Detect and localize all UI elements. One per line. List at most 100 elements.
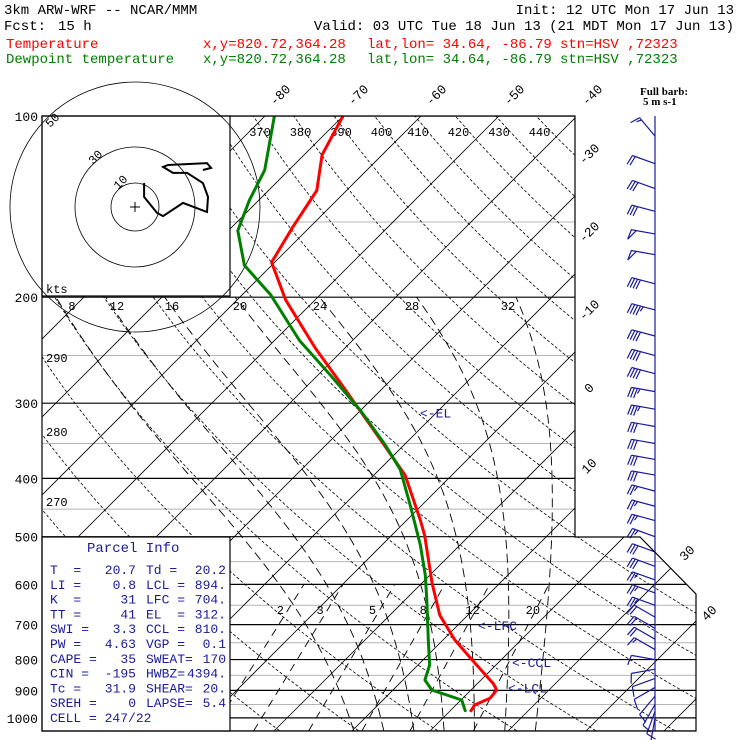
legend-dewpoint: Dewpoint temperature xyxy=(6,52,175,68)
wind-barb-mark xyxy=(627,604,656,618)
legend-temperature: Temperature xyxy=(6,37,99,53)
pressure-tick-label: 700 xyxy=(15,619,38,634)
theta-label: 380 xyxy=(290,126,312,140)
wind-barb xyxy=(627,604,656,618)
wind-barb xyxy=(627,229,656,240)
mixing-ratio-label: 8 xyxy=(420,604,427,618)
pressure-tick-label: 400 xyxy=(15,472,38,487)
wind-barb-mark xyxy=(627,386,656,399)
isotherm-label: 0 xyxy=(581,380,597,396)
wind-barb-mark xyxy=(626,513,656,525)
isotherm-label: 30 xyxy=(677,543,699,565)
parcel-param-value: 31 xyxy=(120,593,136,608)
isotherm--60 xyxy=(42,116,422,731)
legend-dewpoint-latlon: lat,lon= 34.64, -86.79 xyxy=(367,52,552,68)
parcel-param-value: 20.7 xyxy=(105,563,136,578)
parcel-param-value: 810. xyxy=(195,622,226,637)
moist-adiabat-label: 12 xyxy=(110,300,124,314)
forecast-label: Fcst: xyxy=(4,19,47,35)
isotherm--110 xyxy=(0,116,31,731)
wind-barb xyxy=(626,557,656,570)
parcel-param-value: 0.1 xyxy=(203,637,227,652)
valid-time: Valid: 03 UTC Tue 18 Jun 13 (21 MDT Mon … xyxy=(313,19,734,35)
wind-barb xyxy=(627,386,656,399)
wind-barb-mark xyxy=(626,543,656,555)
init-time: Init: 12 UTC Mon 17 Jun 13 xyxy=(515,3,734,19)
moist-adiabat-label: 16 xyxy=(165,300,179,314)
wind-barb xyxy=(650,717,656,740)
parcel-param-label: SREH = xyxy=(50,696,97,711)
theta-label: 400 xyxy=(371,126,393,140)
theta-label: 430 xyxy=(488,126,510,140)
wind-barb-mark xyxy=(626,499,656,511)
barb-legend-line2: 5 m s-1 xyxy=(643,96,677,108)
wind-barb-mark xyxy=(627,654,656,666)
wind-barb xyxy=(627,454,656,467)
mixing-ratio-label: 20 xyxy=(526,604,540,618)
parcel-param-value: 704. xyxy=(195,593,226,608)
wind-barb xyxy=(627,615,656,629)
wind-barb-mark xyxy=(630,668,656,684)
parcel-param-value: 20. xyxy=(203,681,226,696)
wind-barb xyxy=(630,117,656,137)
dry-adiabat-430 xyxy=(495,116,696,731)
wind-barb xyxy=(626,204,656,217)
mixing-ratio-label: 5 xyxy=(369,604,376,618)
isotherm-30 xyxy=(508,116,696,731)
wind-barb-mark xyxy=(627,249,656,261)
hodograph-ring xyxy=(9,81,261,333)
isotherm--10 xyxy=(196,116,696,731)
parcel-param-value: 170 xyxy=(203,652,226,667)
parcel-cell: CELL = 247/22 xyxy=(50,711,151,726)
isotherm-label: -40 xyxy=(579,82,606,109)
isotherm-label: -60 xyxy=(423,82,450,109)
pressure-tick-label: 200 xyxy=(15,291,38,306)
legend-dewpoint-station: stn=HSV ,72323 xyxy=(560,52,678,68)
wind-barb-mark xyxy=(627,229,656,240)
moist-adiabat-32 xyxy=(515,297,553,731)
moist-adiabat-24 xyxy=(319,296,475,731)
mixing-ratio-line-5 xyxy=(308,584,396,731)
wind-barb-mark xyxy=(626,154,656,166)
parcel-param-value: 20.2 xyxy=(195,563,226,578)
wind-barb xyxy=(626,277,656,290)
wind-barb-mark xyxy=(627,438,656,451)
wind-barb xyxy=(630,668,656,684)
axis-labels: 2 3 5 8 12 201002003004005006007008009001000-… xyxy=(7,82,721,727)
moist-adiabat-label: 24 xyxy=(313,300,327,314)
wind-barb xyxy=(627,637,656,651)
dry-adiabat-340 xyxy=(131,116,696,731)
parcel-param-value: 41 xyxy=(120,607,136,622)
wind-barb-mark xyxy=(626,484,656,496)
parcel-param-label: VGP = xyxy=(146,637,185,652)
wind-barb-mark xyxy=(627,421,656,434)
barb-legend-line1: Full barb: xyxy=(640,86,688,98)
moist-adiabat-label: 32 xyxy=(501,300,515,314)
isotherm-10 xyxy=(352,116,696,731)
mixing-ratio-label: 3 xyxy=(316,604,323,618)
isotherm-label: 10 xyxy=(579,456,601,478)
hodograph-box xyxy=(41,115,231,297)
theta-label: 420 xyxy=(448,126,470,140)
legend-temperature-latlon: lat,lon= 34.64, -86.79 xyxy=(367,37,552,53)
wind-barb-mark xyxy=(626,596,656,608)
dry-adiabat-280 xyxy=(42,116,359,731)
wind-barb-mark xyxy=(626,584,656,595)
parcel-param-value: 35 xyxy=(120,652,136,667)
wind-barb-mark xyxy=(626,277,656,290)
pressure-tick-label: 600 xyxy=(15,578,38,593)
parcel-param-value: 894. xyxy=(195,578,226,593)
parcel-param-value: 3.3 xyxy=(113,622,136,637)
pressure-tick-label: 1000 xyxy=(7,712,38,727)
hodograph-ring xyxy=(110,182,160,232)
dry-adiabat-370 xyxy=(252,116,696,731)
wind-barb-mark xyxy=(626,348,656,362)
isotherm--50 xyxy=(42,116,500,731)
wind-barb-mark xyxy=(633,686,656,710)
isotherm--70 xyxy=(42,116,344,731)
wind-barb xyxy=(626,513,656,525)
hodograph-trace xyxy=(143,162,213,218)
wind-barb xyxy=(627,421,656,434)
annotation-label: <-LCL xyxy=(508,682,547,697)
